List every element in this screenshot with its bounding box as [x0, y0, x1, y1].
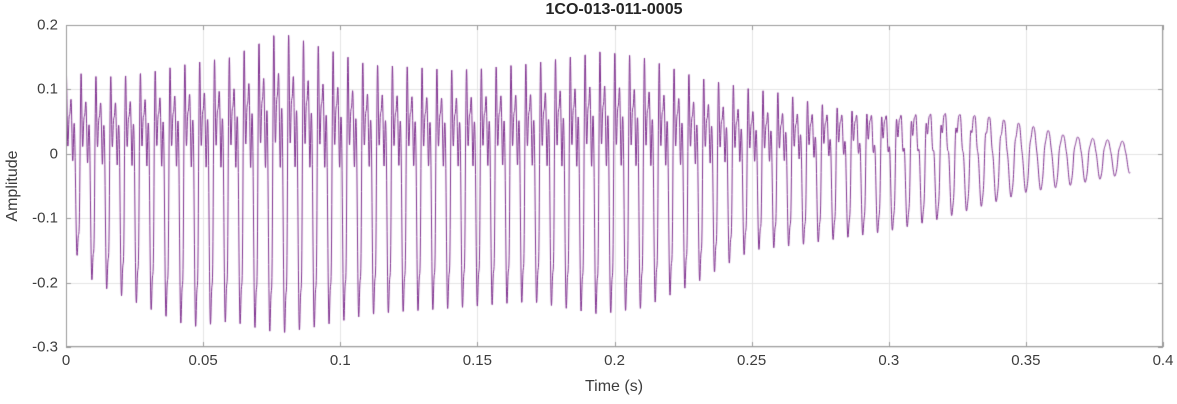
x-tick-label: 0.1	[329, 352, 351, 369]
x-tick-label: 0.4	[1152, 352, 1174, 369]
x-tick-label: 0.05	[188, 352, 218, 369]
x-tick-label: 0.35	[1011, 352, 1041, 369]
y-tick-label: 0	[49, 145, 58, 163]
y-tick-label: -0.1	[32, 209, 58, 227]
y-tick-label: 0.2	[37, 16, 58, 34]
x-tick-label: 0.25	[737, 352, 767, 369]
x-tick-label: 0.3	[878, 352, 900, 369]
chart-title: 1CO-013-011-0005	[545, 1, 683, 18]
x-axis-label: Time (s)	[584, 378, 644, 395]
y-tick-label: 0.1	[37, 80, 58, 98]
x-tick-label: 0.2	[604, 352, 625, 369]
x-tick-label: 0	[61, 352, 71, 369]
y-tick-label: -0.3	[32, 338, 58, 356]
y-tick-label: -0.2	[32, 274, 58, 292]
x-tick-label: 0.15	[462, 352, 492, 369]
